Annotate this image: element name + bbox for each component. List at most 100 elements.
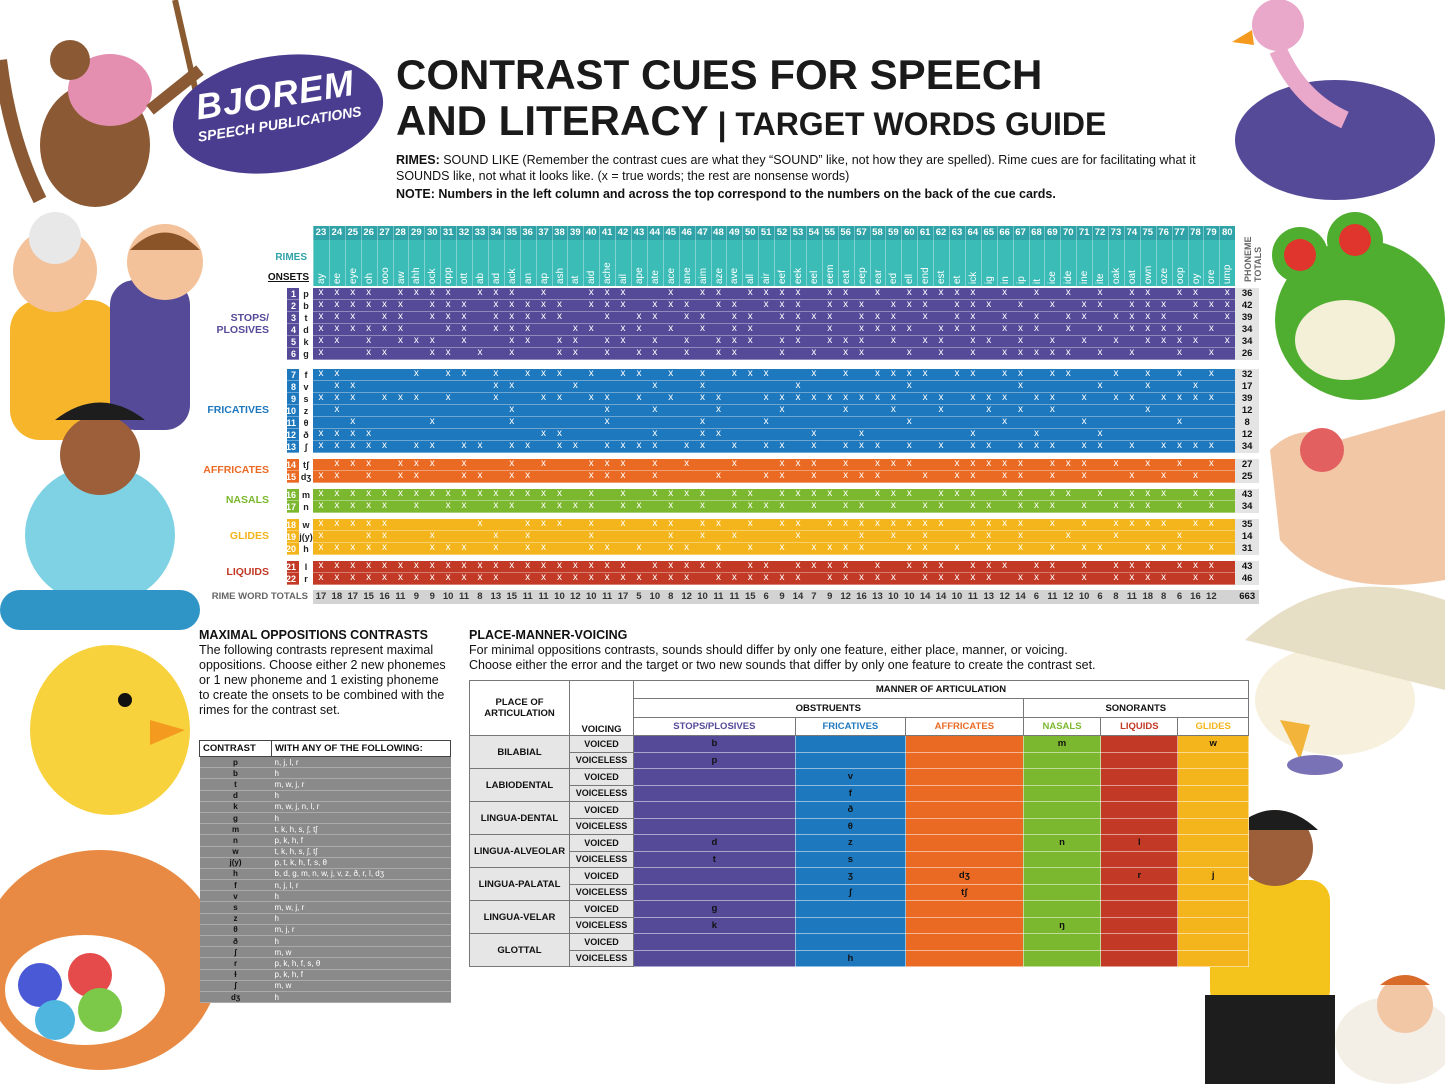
contrast-row: p n, j, l, r — [199, 756, 451, 769]
voicing-label: VOICED — [569, 933, 634, 951]
word-mark: x — [350, 380, 356, 391]
word-mark: x — [684, 560, 690, 571]
contrast-phoneme: ʃ — [199, 946, 272, 959]
word-mark: x — [509, 335, 515, 346]
word-mark: x — [811, 440, 817, 451]
word-mark: x — [843, 347, 849, 358]
phoneme-cell — [1100, 949, 1179, 967]
rime-number: 50 — [744, 227, 756, 238]
word-mark: x — [604, 470, 610, 481]
pmv-row: LABIODENTAL VOICED v — [469, 768, 1249, 802]
word-mark: x — [636, 392, 642, 403]
word-mark: x — [859, 392, 865, 403]
contrast-options: m, j, r — [271, 924, 451, 937]
word-mark: x — [1145, 542, 1151, 553]
pmv-row: VOICELESS ʃ tʃ — [470, 883, 1249, 901]
rime-label: all — [745, 273, 757, 284]
word-mark: x — [461, 299, 467, 310]
word-mark: x — [397, 287, 403, 298]
rime-label: oak — [1111, 267, 1122, 284]
word-mark: x — [366, 488, 372, 499]
word-mark: x — [493, 299, 499, 310]
pmv-text-2: Choose either the error and the target o… — [469, 658, 1096, 672]
word-mark: x — [874, 488, 880, 499]
word-mark: x — [493, 287, 499, 298]
phoneme-total: 31 — [1235, 543, 1260, 555]
word-mark: x — [318, 299, 324, 310]
rime-number: 75 — [1142, 227, 1154, 238]
word-mark: x — [556, 488, 562, 499]
rime-number: 74 — [1126, 227, 1138, 238]
rime-total: 6 — [1033, 591, 1040, 602]
word-mark: x — [970, 470, 976, 481]
rime-label: opp — [443, 267, 455, 284]
phoneme-cell — [633, 883, 796, 901]
rime-label: ite — [1095, 273, 1107, 284]
word-mark: x — [1113, 392, 1119, 403]
word-mark: x — [684, 488, 690, 499]
word-mark: x — [763, 500, 769, 511]
phoneme-cell — [1177, 933, 1249, 951]
word-mark: x — [986, 458, 992, 469]
contrast-row: f n, j, l, r — [199, 879, 451, 892]
phoneme-cell — [1100, 916, 1179, 934]
word-mark: x — [541, 458, 547, 469]
word-mark: x — [668, 518, 674, 529]
maximal-title: MAXIMAL OPPOSITIONS CONTRASTS — [199, 628, 428, 642]
phoneme-cell: tʃ — [905, 883, 1024, 901]
contrast-phoneme: d — [199, 790, 272, 802]
word-mark: x — [938, 518, 944, 529]
word-mark: x — [827, 560, 833, 571]
word-mark: x — [652, 560, 658, 571]
rime-number: 66 — [999, 227, 1010, 238]
word-mark: x — [684, 299, 690, 310]
word-mark: x — [397, 299, 403, 310]
rime-number: 60 — [903, 227, 915, 238]
word-mark: x — [811, 347, 817, 358]
word-mark: x — [970, 299, 976, 310]
word-mark: x — [922, 311, 928, 322]
word-mark: x — [1161, 299, 1167, 310]
word-mark: x — [684, 311, 690, 322]
word-mark: x — [1129, 287, 1135, 298]
word-mark: x — [1161, 392, 1167, 403]
pmv-row: LINGUA-DENTAL VOICED ð — [469, 801, 1249, 835]
group-label: STOPS/ PLOSIVES — [216, 312, 269, 336]
word-mark: x — [668, 368, 674, 379]
word-mark: x — [1192, 299, 1198, 310]
onset-symbol: dʒ — [299, 471, 313, 483]
word-mark: x — [747, 488, 753, 499]
rime-number: 32 — [458, 227, 470, 238]
onset-number: 18 — [285, 520, 296, 530]
onset-symbol: h — [299, 543, 313, 555]
manner-column-header: NASALS — [1022, 717, 1102, 736]
word-mark: x — [779, 458, 785, 469]
word-mark: x — [1049, 404, 1055, 415]
word-mark: x — [747, 518, 753, 529]
phoneme-cell — [1022, 801, 1102, 819]
phoneme-cell — [633, 801, 796, 819]
word-mark: x — [874, 560, 880, 571]
contrast-row: ɫ p, k, h, f — [199, 969, 451, 981]
word-mark: x — [779, 572, 785, 583]
word-mark: x — [525, 311, 531, 322]
word-mark: x — [700, 560, 706, 571]
word-mark: x — [922, 530, 928, 541]
word-mark: x — [1018, 542, 1024, 553]
intro-text: RIMES: SOUND LIKE (Remember the contrast… — [396, 152, 1216, 184]
rimes-text: SOUND LIKE (Remember the contrast cues a… — [396, 153, 1196, 183]
rime-label: ig — [983, 276, 995, 284]
monkey-illustration — [0, 0, 204, 207]
word-mark: x — [1192, 335, 1198, 346]
word-mark: x — [477, 287, 483, 298]
word-mark: x — [715, 518, 721, 529]
pmv-title: PLACE-MANNER-VOICING — [469, 628, 628, 642]
onset-symbol: w — [299, 519, 313, 531]
word-mark: x — [747, 287, 753, 298]
phoneme-cell: ŋ — [1022, 916, 1102, 934]
word-mark: x — [652, 404, 658, 415]
word-mark: x — [652, 347, 658, 358]
word-mark: x — [843, 368, 849, 379]
word-mark: x — [795, 518, 801, 529]
onset-number: 4 — [290, 325, 296, 335]
